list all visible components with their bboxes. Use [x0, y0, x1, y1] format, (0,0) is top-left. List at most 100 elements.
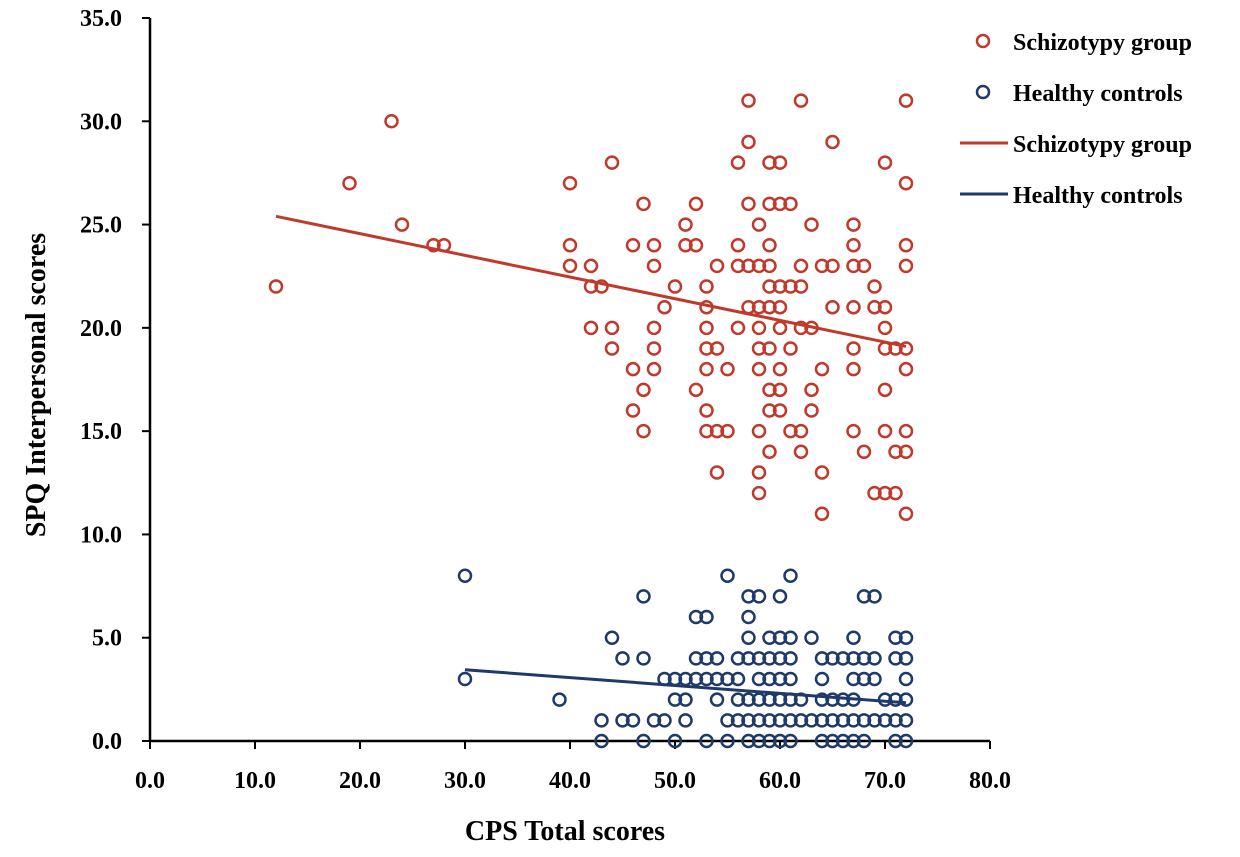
schizotypy-grouppoint: [877, 320, 893, 336]
schizotypy-grouppoint: [898, 93, 914, 108]
schizotypy-grouppoint: [699, 320, 714, 336]
schizotypy-grouppoint: [898, 423, 914, 439]
legend: Schizotypy group Healthy controls Schizo…: [960, 30, 1192, 209]
healthy-controlspoint: [720, 671, 735, 687]
healthy-controlspoint: [615, 713, 630, 728]
x-tick-label: 40.0: [549, 768, 591, 794]
legend-label-schizotypy-line: Schizotypy group: [1013, 132, 1192, 158]
schizotypy-grouppoint: [699, 341, 714, 356]
legend-marker-schizotypy: [975, 33, 991, 49]
schizotypy-grouppoint: [762, 341, 777, 356]
schizotypy-grouppoint: [846, 217, 861, 232]
schizotypy-grouppoint: [709, 258, 725, 274]
x-tick-label: 80.0: [969, 768, 1011, 794]
schizotypy-grouppoint: [877, 299, 893, 315]
healthy-controlspoint: [804, 713, 819, 728]
healthy-controlspoint: [678, 713, 693, 728]
legend-label-schizotypy-marker: Schizotypy group: [1013, 30, 1192, 56]
healthy-controlspoint: [783, 630, 798, 645]
schizotypy-grouppoint: [604, 320, 620, 336]
healthy-controlspoint: [846, 671, 861, 687]
schizotypy-grouppoint: [699, 279, 714, 294]
healthy-controlspoint: [772, 733, 788, 749]
schizotypy-grouppoint: [793, 444, 809, 460]
healthy-controlspoint: [751, 733, 767, 749]
healthy-controlspoint: [898, 630, 914, 645]
healthy-controlspoint: [594, 713, 609, 728]
schizotypy-grouppoint: [793, 423, 809, 439]
schizotypy-grouppoint: [772, 299, 788, 315]
healthy-controlspoint: [552, 692, 567, 707]
healthy-controlspoint: [720, 733, 735, 749]
schizotypy-grouppoint: [772, 382, 788, 398]
healthy-controlspoint: [730, 692, 746, 707]
schizotypy-grouppoint: [751, 320, 767, 336]
y-tick-label: 0.0: [92, 729, 122, 755]
schizotypy-grouppoint: [772, 196, 788, 212]
healthy-controlspoint: [867, 589, 882, 604]
legend-item-healthy-line: Healthy controls: [960, 183, 1183, 209]
healthy-controlspoint: [772, 630, 788, 645]
axes: [148, 18, 990, 743]
schizotypy-grouppoint: [877, 423, 893, 439]
healthy-controlspoint: [783, 651, 798, 666]
schizotypy-grouppoint: [846, 361, 861, 377]
schizotypy-grouppoint: [741, 258, 756, 274]
healthy-controlspoint: [856, 589, 872, 604]
schizotypy-grouppoint: [636, 423, 651, 439]
schizotypy-grouppoint: [730, 320, 746, 336]
schizotypy-grouppoint: [898, 258, 914, 274]
schizotypy-grouppoint: [741, 134, 756, 150]
schizotypy-grouppoint: [720, 423, 735, 439]
healthy-controlspoint: [898, 713, 914, 728]
healthy-controlspoint: [772, 671, 788, 687]
schizotypy-grouppoint: [814, 506, 830, 522]
schizotypy-grouppoint: [751, 465, 767, 480]
healthy-controlspoint: [741, 692, 756, 707]
x-tick-label: 0.0: [135, 768, 165, 794]
schizotypy-grouppoint: [898, 341, 914, 356]
healthy-controlspoint: [762, 671, 777, 687]
schizotypy-grouppoint: [898, 237, 914, 253]
schizotypy-grouppoint: [688, 382, 704, 398]
schizotypy-grouppoint: [804, 403, 819, 418]
schizotypy-grouppoint: [751, 341, 767, 356]
y-tick-label: 15.0: [80, 419, 122, 445]
x-tick-label: 10.0: [234, 768, 276, 794]
schizotypy-grouppoint: [646, 258, 662, 274]
schizotypy-grouppoint: [741, 196, 756, 212]
healthy-controlspoint: [888, 733, 903, 749]
schizotypy-grouppoint: [604, 341, 620, 356]
schizotypy-grouppoint: [678, 217, 693, 232]
y-axis-ticks: 0.0 5.0 10.0 15.0 20.0 25.0 30.0 35.0: [80, 6, 150, 755]
schizotypy-grouppoint: [636, 382, 651, 398]
x-tick-label: 70.0: [864, 768, 906, 794]
schizotypy-grouppoint: [877, 155, 893, 170]
healthy-controlspoint: [762, 651, 777, 666]
healthy-controlspoint: [720, 713, 735, 728]
schizotypy-grouppoint: [646, 320, 662, 336]
schizotypy-grouppoint: [562, 258, 578, 274]
healthy-controlspoint: [688, 671, 704, 687]
schizotypy-grouppoint: [604, 155, 620, 170]
healthy-controlspoint: [783, 713, 798, 728]
healthy-controlspoint: [730, 671, 746, 687]
y-tick-label: 25.0: [80, 213, 122, 239]
y-tick-label: 35.0: [80, 6, 122, 32]
schizotypy-grouppoint: [814, 361, 830, 377]
schizotypy-grouppoint: [856, 258, 872, 274]
x-axis-ticks: 0.0 10.0 20.0 30.0 40.0 50.0 60.0 70.0 80.0: [135, 741, 1011, 794]
schizotypy-grouppoint: [888, 444, 903, 460]
healthy-controlspoint: [835, 651, 851, 666]
healthy-controlspoint: [699, 609, 714, 625]
healthy-controlspoint: [804, 630, 819, 645]
schizotypy-grouppoint: [825, 258, 840, 274]
schizotypy-grouppoint: [678, 237, 693, 253]
schizotypy-grouppoint: [762, 237, 777, 253]
healthy-controlspoint: [688, 651, 704, 666]
healthy-controlspoint: [709, 692, 725, 707]
schizotypy-grouppoint: [751, 485, 767, 501]
schizotypy-grouppoint: [625, 403, 641, 418]
schizotypy-grouppoint: [846, 423, 861, 439]
healthy-controlspoint: [814, 713, 830, 728]
